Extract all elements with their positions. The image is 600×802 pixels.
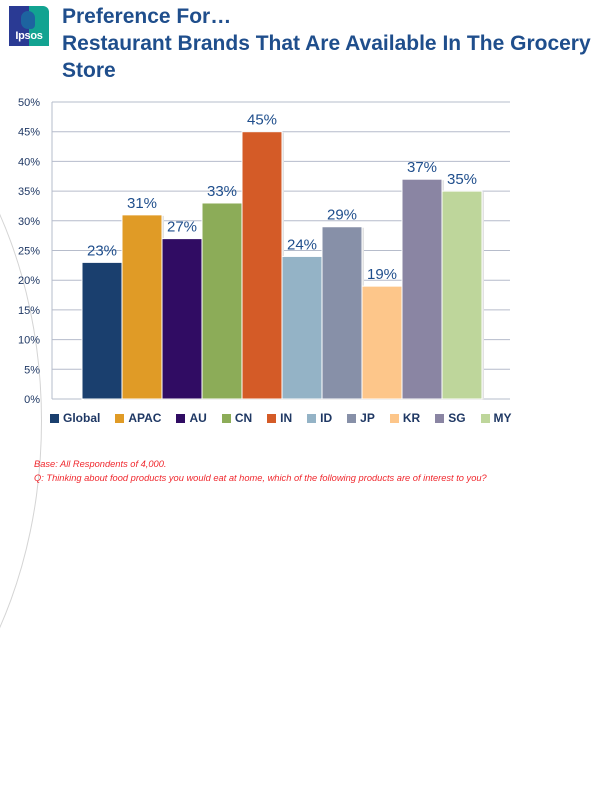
y-tick-label: 10% [18, 335, 40, 347]
legend-item-cn: CN [221, 411, 253, 425]
bar-apac [121, 214, 163, 400]
bar-global [81, 261, 123, 400]
legend-item-kr: KR [389, 411, 421, 425]
legend-swatch [50, 413, 59, 423]
legend-swatch [221, 413, 231, 423]
bar-au [161, 238, 203, 400]
legend-label: SG [448, 411, 466, 425]
logo-head-icon [21, 11, 35, 29]
logo-text: Ipsos [15, 30, 43, 42]
legend-swatch [347, 413, 357, 423]
bar-chart: 0% 5% 10% 15% 20% 25% 30% 35% 40% 45% 50% 23% 31% 27… [18, 97, 510, 406]
bar-jp [321, 226, 363, 400]
legend: Global APAC AU CN IN ID JP KR SG MY [50, 411, 527, 425]
data-label-id: 24% [287, 236, 317, 253]
data-label-jp: 29% [327, 207, 357, 224]
data-label-au: 27% [167, 219, 197, 236]
legend-label: ID [320, 411, 333, 425]
title-line-2: Restaurant Brands That Are Available In … [62, 32, 591, 82]
bar-sg [401, 178, 443, 400]
legend-item-id: ID [307, 411, 332, 425]
y-axis-ticks: 0% 5% 10% 15% 20% 25% 30% 35% 40% 45% 50% [18, 97, 40, 406]
legend-swatch [115, 413, 125, 423]
data-label-cn: 33% [207, 183, 237, 200]
bar-kr [361, 285, 403, 400]
ipsos-logo: Ipsos [9, 6, 49, 46]
legend-item-au: AU [176, 411, 207, 425]
legend-item-global: Global [50, 411, 100, 425]
data-label-apac: 31% [127, 195, 157, 212]
footnote-question: Q: Thinking about food products you woul… [34, 473, 487, 483]
legend-swatch [435, 413, 445, 423]
y-tick-label: 5% [24, 364, 40, 376]
y-tick-label: 20% [18, 275, 40, 287]
legend-swatch [480, 413, 490, 423]
bar-id [281, 255, 323, 400]
y-tick-label: 35% [18, 186, 40, 198]
data-label-sg: 37% [407, 159, 437, 176]
y-tick-label: 15% [18, 305, 40, 317]
legend-label: CN [234, 411, 253, 425]
data-label-my: 35% [447, 171, 477, 188]
legend-label: AU [189, 411, 207, 425]
y-tick-label: 25% [18, 246, 40, 258]
legend-item-apac: APAC [115, 411, 161, 425]
legend-item-sg: SG [435, 411, 466, 425]
legend-label: IN [280, 411, 293, 425]
y-tick-label: 0% [24, 394, 40, 406]
data-label-global: 23% [87, 242, 117, 259]
legend-label: JP [360, 411, 375, 425]
data-label-in: 45% [247, 112, 277, 129]
legend-swatch [389, 413, 399, 423]
legend-swatch [307, 413, 317, 423]
footnote: Base: All Respondents of 4,000. Q: Think… [34, 457, 487, 485]
legend-item-in: IN [267, 411, 292, 425]
bars [81, 131, 484, 400]
bar-cn [201, 202, 243, 400]
bar-my [441, 190, 483, 400]
bar-in [241, 131, 283, 400]
legend-swatch [267, 413, 277, 423]
legend-item-my: MY [480, 411, 512, 425]
y-tick-label: 40% [18, 156, 40, 168]
data-label-kr: 19% [367, 266, 397, 283]
y-tick-label: 30% [18, 216, 40, 228]
legend-label: APAC [128, 411, 162, 425]
legend-label: KR [402, 411, 421, 425]
y-tick-label: 45% [18, 127, 40, 139]
title-line-1: Preference For… [62, 5, 232, 28]
legend-label: MY [493, 411, 512, 425]
legend-swatch [176, 413, 186, 423]
footnote-base: Base: All Respondents of 4,000. [34, 459, 167, 469]
chart-title: Preference For… Restaurant Brands That A… [62, 3, 600, 84]
legend-item-jp: JP [347, 411, 375, 425]
y-tick-label: 50% [18, 97, 40, 109]
data-labels: 23% 31% 27% 33% 45% 24% 29% 19% 37% 35% [87, 112, 477, 283]
legend-label: Global [63, 411, 101, 425]
